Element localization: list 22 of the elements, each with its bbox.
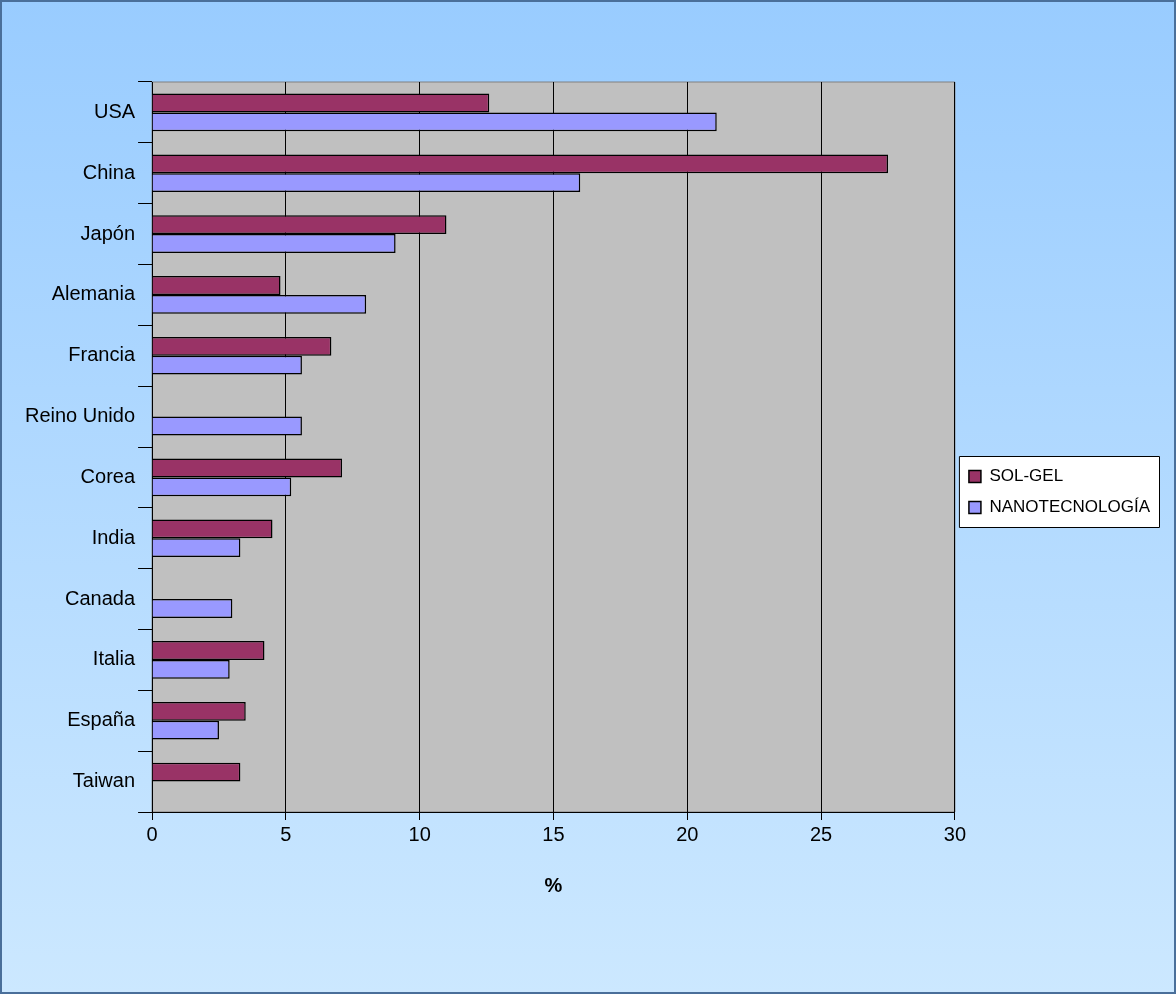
y-tick-label: España <box>67 708 136 731</box>
y-tick-label: Reino Unido <box>24 404 136 427</box>
y-tick-label: Japón <box>80 221 136 244</box>
y-tick-label: USA <box>93 99 136 122</box>
x-tick-label: 15 <box>542 822 565 845</box>
legend-label: NANOTECNOLOGÍA <box>989 497 1151 517</box>
y-tick-label: Italia <box>92 647 136 670</box>
x-axis-title: % <box>544 873 563 896</box>
x-tick-label: 10 <box>408 822 431 845</box>
x-tick-label: 0 <box>146 822 158 845</box>
y-tick-label: Taiwan <box>72 769 136 792</box>
y-tick-label: China <box>82 160 136 183</box>
x-tick-label: 5 <box>280 822 292 845</box>
x-tick-label: 30 <box>943 822 967 845</box>
y-tick-label: Alemania <box>51 282 136 305</box>
x-tick-label: 20 <box>676 822 699 845</box>
legend-label: SOL-GEL <box>989 466 1064 486</box>
x-tick-label: 25 <box>809 822 833 845</box>
y-tick-label: Francia <box>68 343 136 366</box>
y-tick-label: Corea <box>80 464 136 487</box>
y-tick-label: Canada <box>65 586 136 609</box>
y-tick-label: India <box>91 525 136 548</box>
